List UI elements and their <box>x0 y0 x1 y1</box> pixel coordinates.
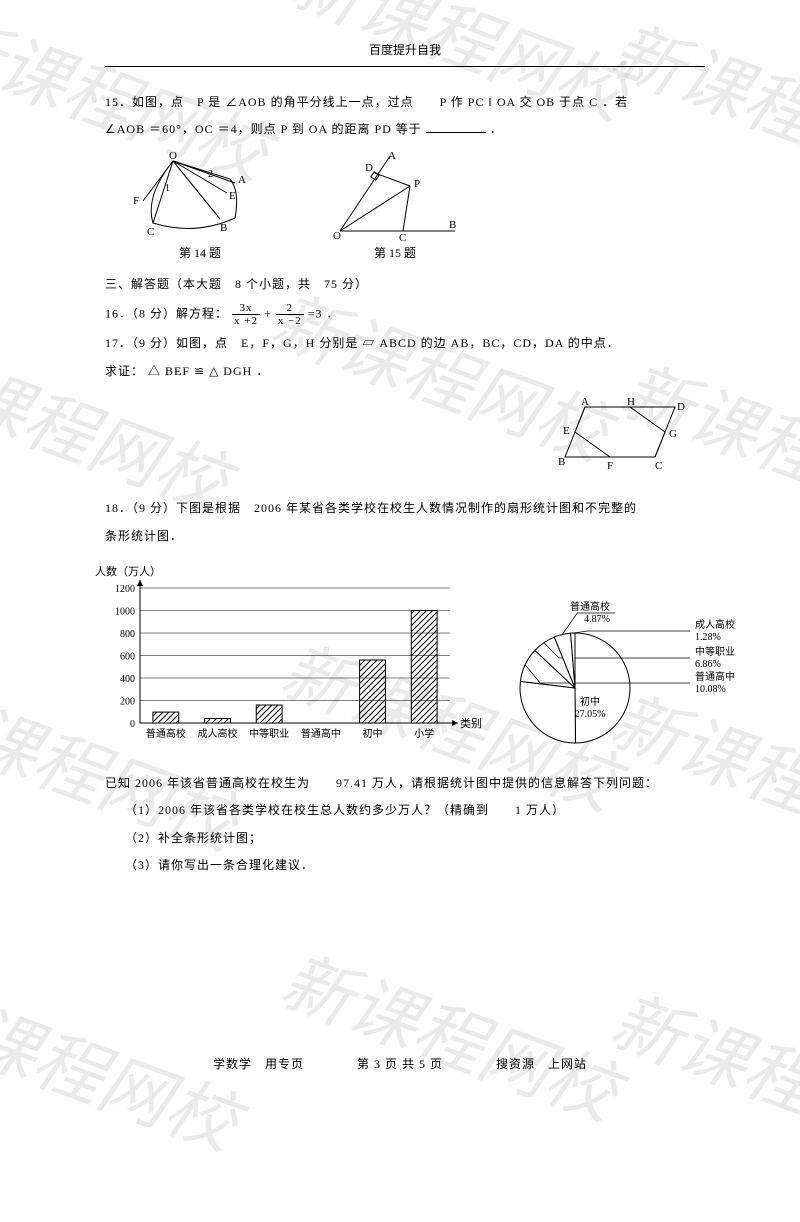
q17-line2: 求证： △ BEF ≌ △ DGH ． <box>105 361 705 383</box>
svg-text:400: 400 <box>120 674 135 685</box>
q16-frac2: 2x −2 <box>276 302 304 327</box>
fig14-svg: O A E B C F 1 2 <box>125 151 275 241</box>
figure-14: O A E B C F 1 2 第 14 题 <box>125 151 275 265</box>
charts: 人数（万人） 020040060080010001200普通高校成人高校中等职业… <box>90 563 705 763</box>
svg-text:D: D <box>365 162 373 174</box>
svg-text:B: B <box>558 456 565 468</box>
q18-line1: 18．（9 分）下图是根据 2006 年某省各类学校在校生人数情况制作的扇形统计… <box>105 498 705 520</box>
svg-text:普通高校: 普通高校 <box>146 727 186 740</box>
svg-text:新课程网校: 新课程网校 <box>281 0 645 138</box>
svg-text:G: G <box>669 428 677 440</box>
q18-p2: （2）补全条形统计图； <box>105 828 705 850</box>
q18-known: 已知 2006 年该省普通高校在校生为 97.41 万人，请根据统计图中提供的信… <box>105 773 705 795</box>
svg-text:27.05%: 27.05% <box>575 709 606 720</box>
fig15-caption: 第 15 题 <box>374 243 416 265</box>
q15-line2: ∠AOB ＝60°，OC ＝4，则点 P 到 OA 的距离 PD 等于 ． <box>105 119 705 141</box>
svg-text:6.86%: 6.86% <box>695 659 721 670</box>
svg-text:A: A <box>238 174 246 186</box>
svg-text:小学: 小学 <box>414 727 434 740</box>
svg-text:800: 800 <box>120 629 135 640</box>
figure-15: A D P O C B 第 15 题 <box>325 151 465 265</box>
footer-left: 学数学 用专页 <box>213 1054 304 1076</box>
svg-text:1: 1 <box>165 183 170 194</box>
svg-text:C: C <box>399 232 406 241</box>
fig14-caption: 第 14 题 <box>179 243 221 265</box>
svg-text:成人高校: 成人高校 <box>695 618 735 631</box>
svg-text:O: O <box>169 151 177 162</box>
q15-line1: 15．如图，点 P 是 ∠AOB 的角平分线上一点，过点 P 作 PC ‖ OA… <box>105 92 705 114</box>
svg-text:F: F <box>133 195 139 207</box>
q18-p1: （1）2006 年该省各类学校在校生总人数约多少万人？（精确到 1 万人） <box>105 800 705 822</box>
svg-text:D: D <box>677 401 685 413</box>
svg-text:初中: 初中 <box>363 727 383 740</box>
section-3-title: 三、解答题（本大题 8 个小题，共 75 分） <box>105 274 705 296</box>
svg-text:P: P <box>414 178 420 190</box>
q15-line2a: ∠AOB ＝60°，OC ＝4，则点 P 到 OA 的距离 PD 等于 <box>105 122 422 136</box>
svg-text:B: B <box>220 222 227 234</box>
svg-text:2: 2 <box>208 169 213 180</box>
svg-text:4.87%: 4.87% <box>584 614 610 625</box>
svg-text:E: E <box>563 425 570 437</box>
q15-line2b: ． <box>490 122 503 136</box>
svg-text:1000: 1000 <box>115 606 135 617</box>
q16-frac1: 3xx +2 <box>232 302 260 327</box>
svg-text:中等职业: 中等职业 <box>249 727 289 740</box>
svg-text:200: 200 <box>120 696 135 707</box>
svg-text:E: E <box>229 190 236 202</box>
svg-text:新课程网校: 新课程网校 <box>601 983 800 1178</box>
q15-blank <box>426 121 486 133</box>
svg-text:10.08%: 10.08% <box>695 684 726 695</box>
svg-text:1200: 1200 <box>115 584 135 595</box>
svg-text:中等职业: 中等职业 <box>695 645 735 658</box>
svg-text:普通高中: 普通高中 <box>301 727 341 740</box>
pie-chart: 小学49.86%初中27.05%普通高中10.08%中等职业6.86%普通高校4… <box>495 588 755 763</box>
page-footer: 学数学 用专页 第 3 页 共 5 页 搜资源 上网站 <box>0 1054 800 1076</box>
svg-text:F: F <box>607 460 613 472</box>
svg-text:600: 600 <box>120 651 135 662</box>
svg-text:成人高校: 成人高校 <box>198 727 238 740</box>
svg-text:H: H <box>627 397 635 408</box>
svg-text:C: C <box>655 460 662 472</box>
svg-text:人数（万人）: 人数（万人） <box>95 565 161 578</box>
q18-line2: 条形统计图． <box>105 526 705 548</box>
svg-text:1.28%: 1.28% <box>695 632 721 643</box>
footer-mid: 第 3 页 共 5 页 <box>357 1054 443 1076</box>
header-rule <box>105 66 705 67</box>
svg-text:普通高校: 普通高校 <box>570 600 610 613</box>
q16-eq: =3 ． <box>308 306 340 320</box>
svg-text:类别: 类别 <box>460 716 482 730</box>
svg-text:普通高中: 普通高中 <box>695 670 735 683</box>
svg-text:O: O <box>333 230 341 241</box>
fig15-svg: A D P O C B <box>325 151 465 241</box>
page-header: 百度提升自我 <box>105 40 705 62</box>
q18-p3: （3）请你写出一条合理化建议． <box>105 855 705 877</box>
q16-prefix: 16．（8 分）解方程： <box>105 306 228 320</box>
footer-right: 搜资源 上网站 <box>496 1054 587 1076</box>
svg-text:初中: 初中 <box>580 695 600 708</box>
svg-text:A: A <box>581 397 589 408</box>
q17-line1: 17．（9 分）如图，点 E，F，G，H 分别是 ▱ ABCD 的边 AB，BC… <box>105 333 705 355</box>
q16: 16．（8 分）解方程： 3xx +2 + 2x −2 =3 ． <box>105 302 705 327</box>
figures-14-15: O A E B C F 1 2 第 14 题 A D P O C B 第 15 … <box>125 151 705 265</box>
bar-chart: 人数（万人） 0 200 400 600 800 1000 1200 普通高校成人高校中等职业… <box>90 563 490 763</box>
figure-17: A H D G C F B E <box>550 397 700 480</box>
q16-plus: + <box>264 306 272 320</box>
svg-text:B: B <box>449 219 456 231</box>
svg-text:A: A <box>388 151 396 162</box>
svg-text:C: C <box>147 226 154 238</box>
svg-text:0: 0 <box>130 719 135 730</box>
svg-text:新课程网校: 新课程网校 <box>271 943 635 1138</box>
